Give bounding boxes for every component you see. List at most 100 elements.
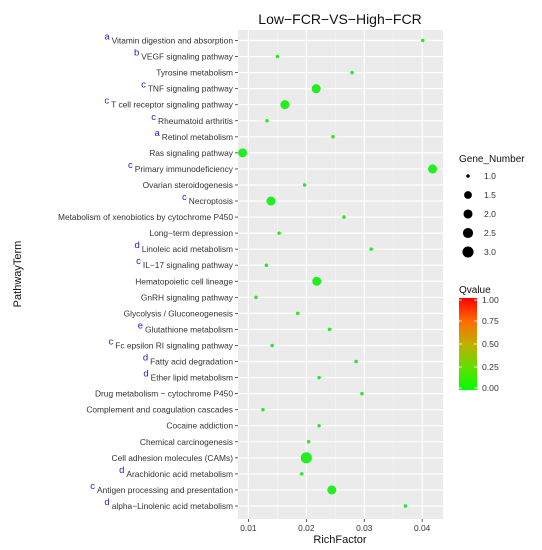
size-legend: Gene_Number 1.0 1.5 2.0 2.5 3.0 (459, 154, 525, 258)
term-marker: d (104, 497, 109, 508)
color-legend-label: 0.50 (482, 339, 499, 349)
data-point (306, 440, 311, 444)
term-marker: a (104, 32, 110, 43)
y-tick-label: IL−17 signaling pathway (143, 260, 234, 270)
y-tick-label: Hematopoietic cell lineage (135, 276, 233, 286)
x-axis-title: RichFactor (313, 534, 367, 546)
data-point (420, 38, 425, 43)
size-legend-dot (463, 209, 473, 219)
y-tick-label: T cell receptor signaling pathway (111, 100, 234, 110)
y-tick-label: TNF signaling pathway (148, 84, 234, 94)
term-marker: c (128, 160, 133, 171)
y-tick-label: Cocaine addiction (166, 421, 233, 431)
data-point (254, 295, 258, 300)
size-legend-dot (466, 174, 470, 178)
data-point (277, 231, 281, 235)
size-legend-dot (462, 246, 474, 258)
y-tick-label: alpha−Linolenic acid metabolism (112, 501, 233, 511)
data-point (238, 148, 248, 158)
data-point (331, 135, 335, 139)
data-point (369, 247, 373, 251)
term-marker: c (108, 336, 113, 347)
y-tick-label: Drug metabolism − cytochrome P450 (95, 389, 233, 399)
grid-major (238, 30, 443, 519)
data-point (327, 485, 337, 495)
x-axis-ticks: 0.01 0.02 0.03 0.04 (240, 519, 431, 533)
color-legend: Qvalue 1.00 0.75 0.50 0.25 0.00 (459, 285, 499, 393)
term-marker: c (182, 192, 187, 203)
y-tick-label: Long−term depression (149, 228, 233, 238)
color-legend-label: 0.25 (482, 362, 499, 372)
data-point (350, 70, 354, 75)
term-marker: c (104, 96, 109, 107)
y-tick-label: Fc epsilon RI signaling pathway (115, 340, 234, 350)
size-legend-label: 1.0 (484, 171, 496, 181)
term-marker: d (143, 353, 148, 364)
color-legend-label: 1.00 (482, 295, 499, 305)
size-legend-label: 2.0 (484, 209, 496, 219)
term-marker: d (134, 240, 139, 251)
data-point (302, 183, 307, 187)
color-legend-label: 0.75 (482, 316, 499, 326)
data-point (360, 391, 364, 396)
y-tick-label: Ovarian steroidogenesis (143, 180, 233, 190)
data-point (275, 54, 280, 59)
y-tick-label: Ras signaling pathway (149, 148, 234, 158)
y-tick-label: Necroptosis (189, 196, 233, 206)
y-tick-label: Complement and coagulation cascades (86, 405, 233, 415)
data-point (299, 472, 304, 476)
data-point (265, 118, 269, 123)
x-tick-label: 0.01 (240, 523, 257, 533)
data-point (311, 84, 321, 94)
y-tick-label: Arachidonic acid metabolism (126, 469, 233, 479)
term-marker: c (136, 256, 141, 267)
data-point (312, 276, 322, 286)
data-point (266, 196, 276, 206)
size-legend-dot (462, 227, 474, 239)
plot-panel (238, 30, 443, 519)
term-marker: c (90, 481, 95, 492)
term-marker: d (119, 465, 124, 476)
data-point (317, 375, 321, 380)
chart-title: Low−FCR−VS−High−FCR (258, 11, 421, 27)
data-point (270, 343, 274, 348)
y-tick-label: Ether lipid metabolism (151, 373, 233, 383)
data-point (327, 327, 332, 332)
y-tick-label: Metabolism of xenobiotics by cytochrome … (58, 212, 233, 222)
y-tick-label: Tyrosine metabolism (156, 68, 233, 78)
y-tick-label: VEGF signaling pathway (141, 52, 234, 62)
size-legend-label: 3.0 (484, 247, 496, 257)
term-marker: c (141, 80, 146, 91)
term-marker: b (134, 48, 139, 59)
y-tick-label: Retinol metabolism (162, 132, 233, 142)
term-marker: c (151, 112, 156, 123)
y-tick-label: GnRH signaling pathway (141, 292, 234, 302)
data-point (428, 164, 438, 174)
x-tick-label: 0.04 (414, 523, 431, 533)
y-tick-label: Glycolysis / Gluconeogenesis (124, 308, 233, 318)
term-marker: e (138, 320, 143, 331)
size-legend-label: 1.5 (484, 190, 496, 200)
color-legend-bar (459, 298, 477, 390)
y-tick-label: Glutathione metabolism (145, 324, 233, 334)
y-tick-label: Cell adhesion molecules (CAMs) (112, 453, 234, 463)
data-point (354, 359, 358, 364)
data-point (300, 452, 312, 464)
color-legend-label: 0.00 (482, 383, 499, 393)
x-tick-label: 0.03 (356, 523, 373, 533)
data-point (280, 100, 290, 110)
y-tick-label: Rheumatoid arthritis (158, 116, 233, 126)
x-tick-label: 0.02 (298, 523, 315, 533)
y-tick-label: Linoleic acid metabolism (142, 244, 233, 254)
data-point (403, 504, 408, 508)
y-axis-title: PathwayTerm (12, 241, 24, 308)
data-point (342, 215, 346, 219)
term-marker: a (154, 128, 160, 139)
data-point (261, 407, 265, 412)
data-point (264, 263, 269, 267)
data-points (238, 38, 438, 508)
color-legend-title: Qvalue (459, 285, 491, 296)
size-legend-label: 2.5 (484, 228, 496, 238)
